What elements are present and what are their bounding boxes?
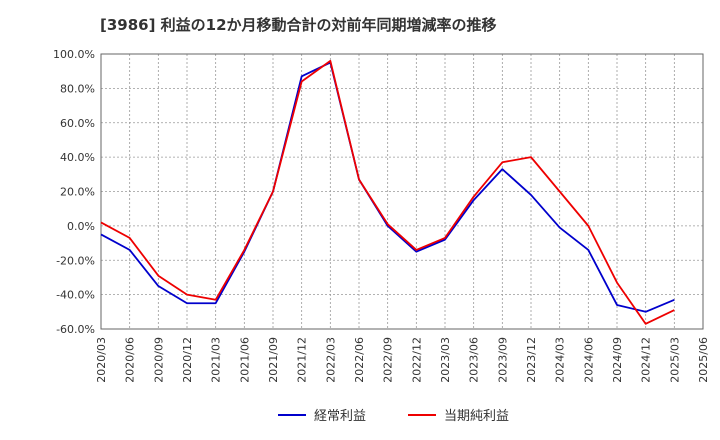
plot-frame (100, 53, 704, 330)
y-tick-label: 80.0% (60, 82, 95, 95)
x-tick-label: 2023/09 (496, 337, 509, 383)
x-tick-label: 2022/09 (382, 337, 395, 383)
series-line-2 (100, 59, 675, 325)
y-tick-label: -60.0% (56, 323, 95, 336)
x-tick-label: 2024/12 (640, 337, 653, 383)
x-tick-label: 2023/12 (525, 337, 538, 383)
x-tick-label: 2023/06 (468, 337, 481, 383)
y-tick-label: 20.0% (60, 186, 95, 199)
y-tick-label: 100.0% (53, 48, 95, 61)
x-tick-label: 2023/03 (439, 337, 452, 383)
y-tick-label: 0.0% (67, 220, 95, 233)
x-tick-label: 2021/03 (210, 337, 223, 383)
y-tick-label: -20.0% (56, 254, 95, 267)
y-tick-label: 40.0% (60, 151, 95, 164)
legend-label-1: 経常利益 (314, 409, 366, 424)
x-tick-label: 2020/09 (152, 337, 165, 383)
x-tick-label: 2024/06 (582, 337, 595, 383)
x-tick-label: 2020/03 (95, 337, 108, 383)
x-tick-label: 2020/12 (181, 337, 194, 383)
chart-title: [3986] 利益の12か月移動合計の対前年同期増減率の推移 (100, 16, 497, 34)
x-tick-label: 2020/06 (124, 337, 137, 383)
x-tick-label: 2021/09 (267, 337, 280, 383)
y-tick-label: 60.0% (60, 117, 95, 130)
series-line-1 (100, 61, 675, 313)
x-tick-label: 2025/03 (668, 337, 681, 383)
legend-label-2: 当期純利益 (444, 409, 509, 424)
x-tick-label: 2022/06 (353, 337, 366, 383)
x-tick-label: 2025/06 (697, 337, 710, 383)
x-tick-label: 2021/12 (296, 337, 309, 383)
x-tick-label: 2022/12 (410, 337, 423, 383)
x-tick-label: 2022/03 (324, 337, 337, 383)
x-tick-label: 2024/03 (554, 337, 567, 383)
x-tick-label: 2021/06 (238, 337, 251, 383)
x-tick-label: 2024/09 (611, 337, 624, 383)
y-tick-label: -40.0% (56, 289, 95, 302)
